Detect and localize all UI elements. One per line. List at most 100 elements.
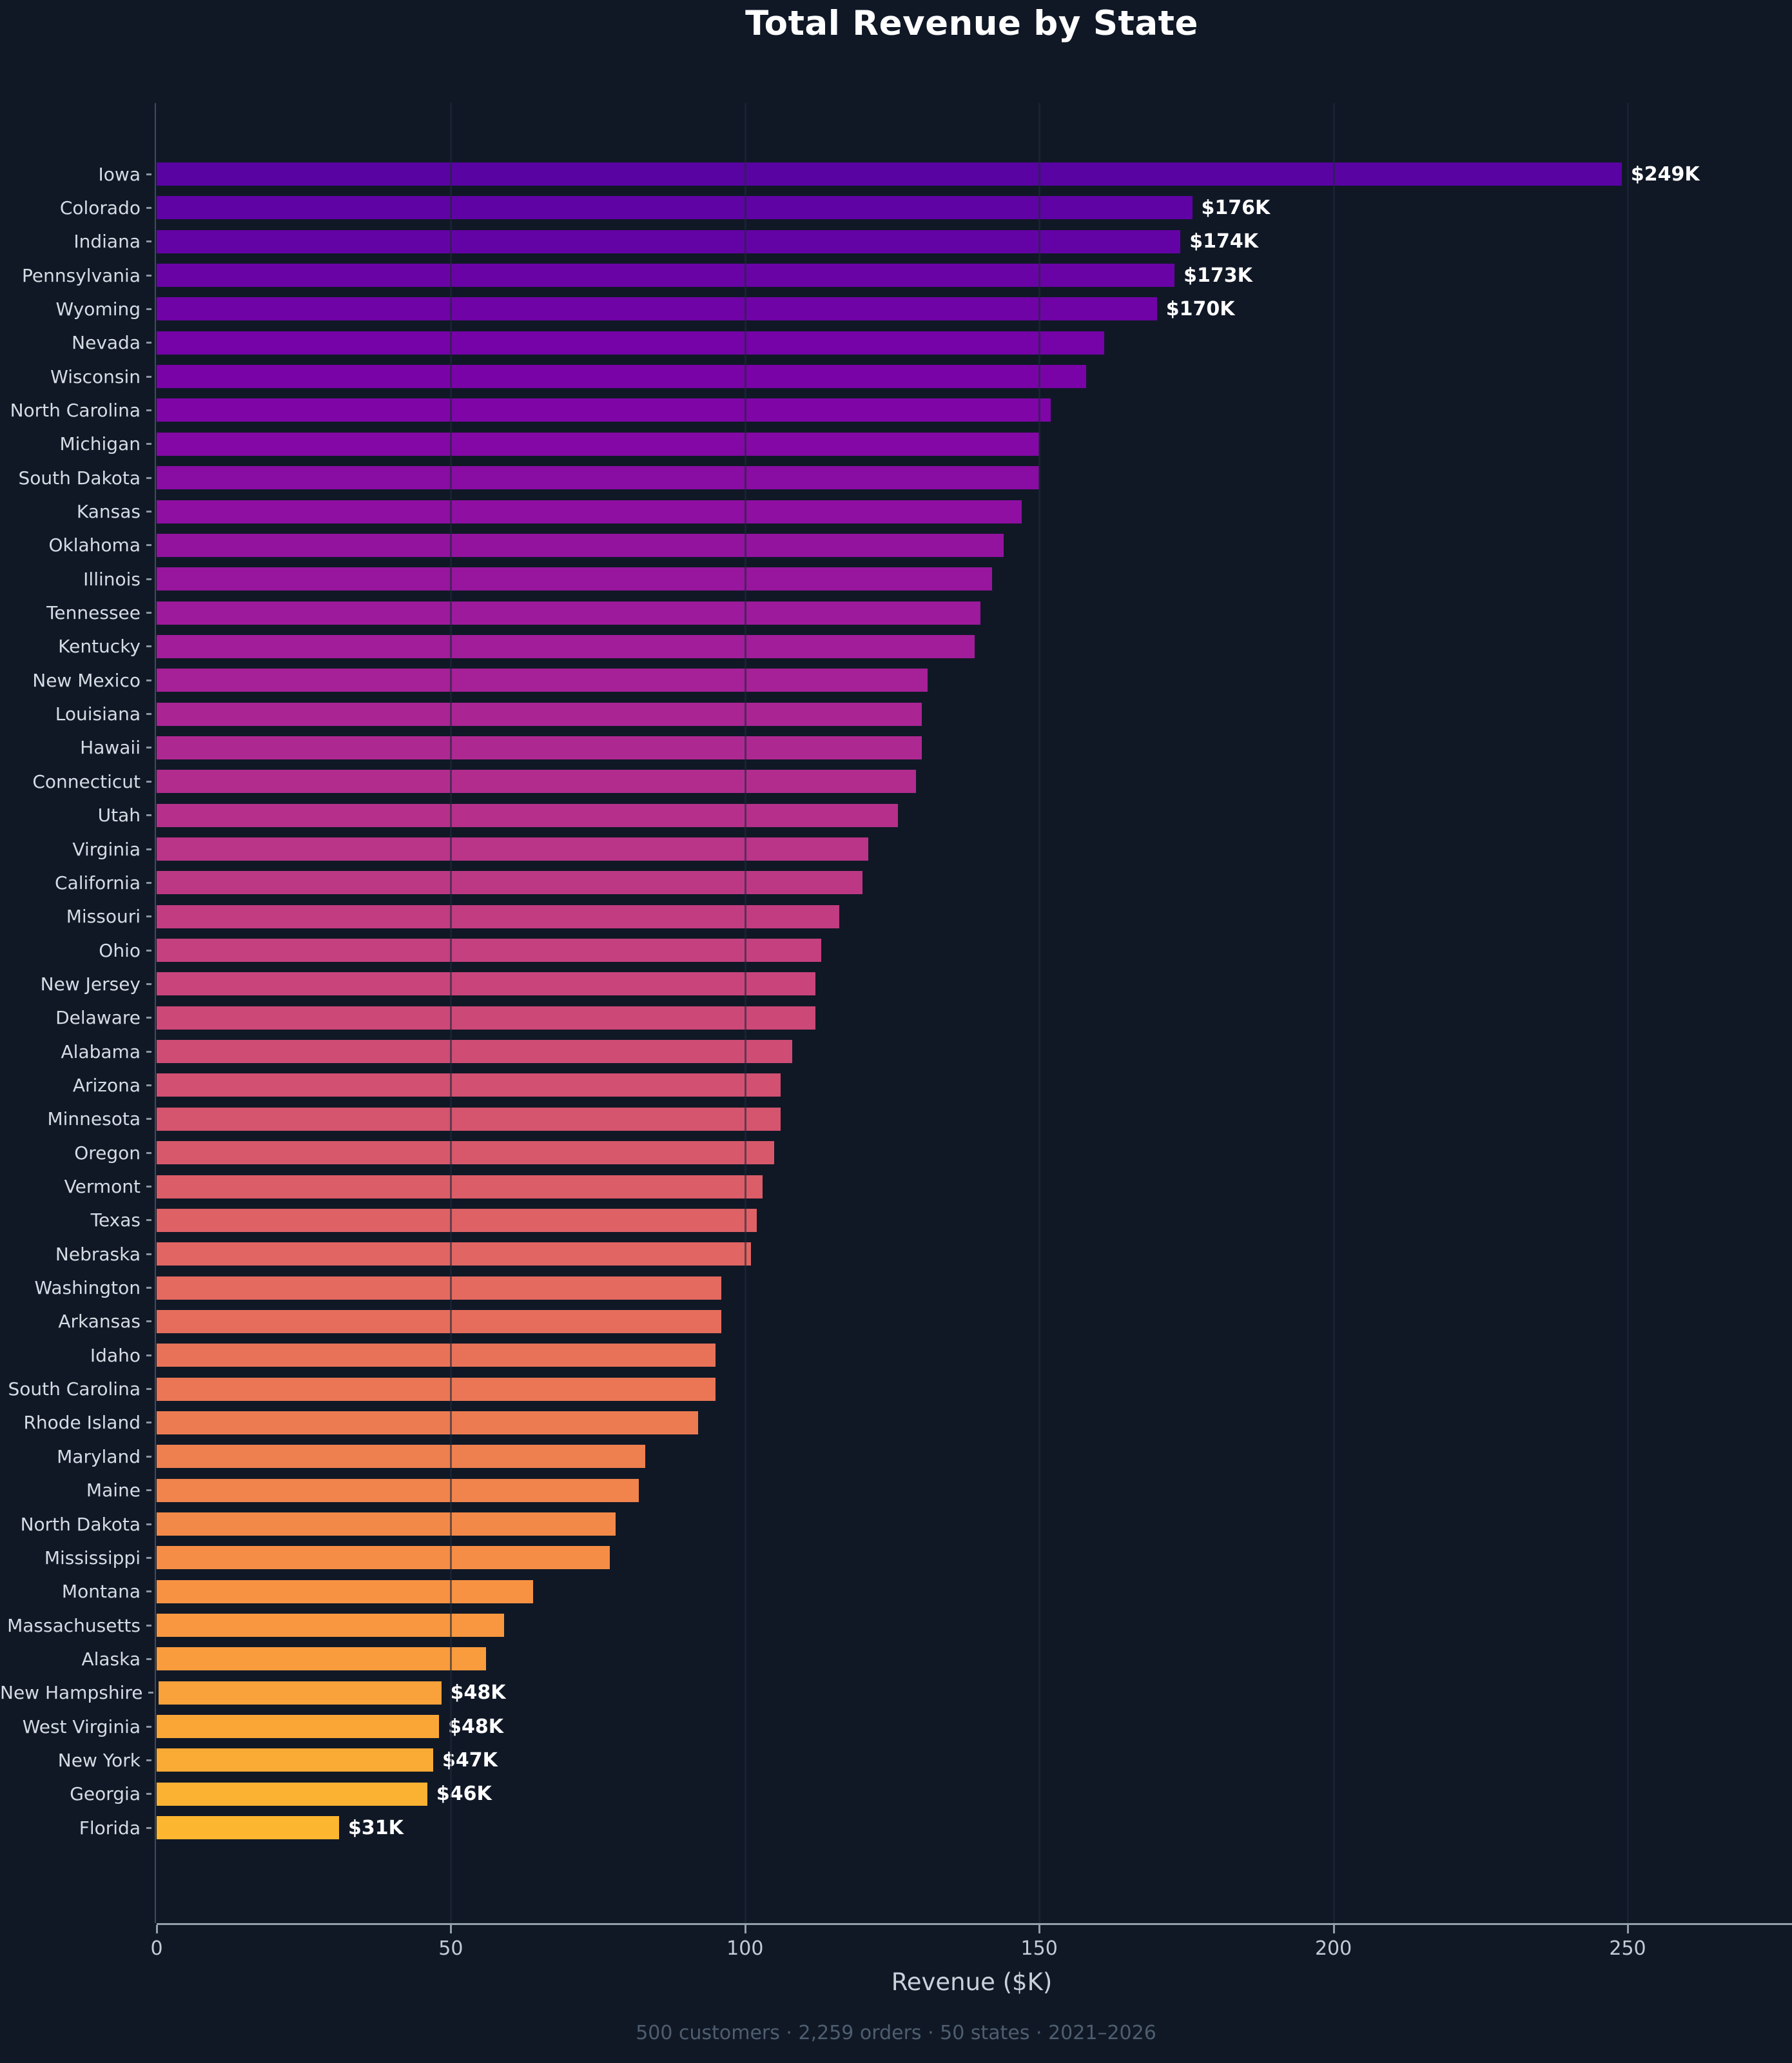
revenue-bar	[157, 803, 899, 827]
revenue-bar	[157, 939, 822, 963]
y-tick-mark	[146, 1759, 151, 1761]
revenue-bar	[157, 702, 922, 726]
revenue-bar	[157, 196, 1193, 220]
y-tick-mark	[146, 612, 151, 614]
revenue-bar	[157, 1344, 716, 1367]
y-tick-mark	[146, 443, 151, 445]
state-label: Iowa	[98, 163, 141, 185]
state-label: Kentucky	[58, 636, 141, 658]
bar-row: New York $47K	[0, 1743, 1792, 1777]
bar-row: Nevada	[0, 326, 1792, 360]
revenue-bar	[157, 1816, 339, 1840]
state-label: Hawaii	[80, 737, 141, 759]
bar-value-label: $176K	[1201, 196, 1271, 219]
y-tick-mark	[146, 274, 151, 277]
state-label: New York	[57, 1749, 141, 1771]
bar-value-label: $47K	[442, 1748, 498, 1772]
y-tick-mark	[146, 713, 151, 716]
revenue-bar	[157, 1512, 616, 1536]
state-label: Colorado	[59, 197, 141, 219]
state-label: New Jersey	[40, 973, 141, 995]
state-label: Nevada	[72, 332, 141, 354]
y-tick-mark	[146, 679, 151, 681]
y-tick-mark	[148, 1692, 154, 1694]
revenue-bar	[157, 1208, 757, 1232]
y-tick-mark	[146, 1793, 151, 1795]
bar-row: North Dakota	[0, 1507, 1792, 1541]
state-label: Massachusetts	[7, 1614, 141, 1636]
revenue-bar	[157, 601, 980, 625]
state-label: Tennessee	[46, 602, 141, 624]
state-label: Vermont	[64, 1176, 141, 1197]
state-label: Michigan	[59, 433, 141, 455]
revenue-bar	[159, 1681, 442, 1705]
revenue-bar	[157, 567, 993, 591]
y-tick-mark	[146, 1084, 151, 1086]
state-label: Florida	[79, 1817, 141, 1839]
y-tick-mark	[146, 1253, 151, 1255]
state-label: New Hampshire	[0, 1682, 143, 1704]
bar-row: Iowa $249K	[0, 157, 1792, 191]
y-tick-mark	[146, 342, 151, 344]
bar-row: Maine	[0, 1474, 1792, 1507]
y-tick-mark	[146, 1320, 151, 1323]
bar-row: Georgia $46K	[0, 1777, 1792, 1811]
revenue-bar	[157, 1445, 645, 1469]
bar-value-label: $31K	[347, 1816, 404, 1839]
revenue-bar	[157, 837, 869, 861]
y-tick-mark	[146, 1556, 151, 1559]
revenue-bar	[157, 871, 863, 895]
revenue-bar	[157, 1647, 487, 1671]
y-tick-mark	[146, 1455, 151, 1458]
bar-row: New Jersey	[0, 967, 1792, 1001]
bar-row: Maryland	[0, 1440, 1792, 1473]
bar-row: Arizona	[0, 1068, 1792, 1102]
revenue-bar	[157, 466, 1040, 490]
bar-value-label: $48K	[450, 1681, 506, 1705]
y-tick-mark	[146, 1624, 151, 1627]
state-label: Connecticut	[32, 770, 141, 792]
revenue-bar	[157, 1175, 763, 1198]
y-tick-mark	[146, 511, 151, 513]
y-tick-mark	[146, 1826, 151, 1829]
state-label: Arkansas	[58, 1311, 141, 1333]
bar-row: Wisconsin	[0, 360, 1792, 393]
state-label: Georgia	[70, 1783, 141, 1805]
revenue-bar	[157, 669, 928, 692]
state-label: Virginia	[72, 838, 141, 860]
state-label: West Virginia	[22, 1716, 141, 1737]
revenue-bar	[157, 1782, 427, 1806]
state-label: Arizona	[72, 1074, 141, 1096]
bar-row: Kansas	[0, 495, 1792, 529]
bar-row: Oklahoma	[0, 529, 1792, 562]
revenue-bar	[157, 972, 816, 996]
revenue-bar	[157, 1614, 504, 1638]
bar-row: South Dakota	[0, 461, 1792, 494]
y-tick-mark	[146, 1017, 151, 1019]
revenue-bar	[157, 297, 1157, 321]
revenue-bar	[157, 1715, 440, 1739]
y-tick-mark	[146, 915, 151, 918]
state-label: South Carolina	[8, 1378, 141, 1400]
y-tick-mark	[146, 1219, 151, 1222]
bar-row: New Mexico	[0, 663, 1792, 697]
bar-row: Mississippi	[0, 1541, 1792, 1574]
bar-value-label: $249K	[1630, 162, 1700, 186]
state-label: South Dakota	[18, 467, 141, 489]
bar-row: Tennessee	[0, 596, 1792, 630]
bar-row: Hawaii	[0, 731, 1792, 765]
y-tick-mark	[146, 881, 151, 884]
y-tick-mark	[146, 983, 151, 985]
bar-row: Alaska	[0, 1642, 1792, 1676]
revenue-bar	[157, 1073, 781, 1097]
state-label: Pennsylvania	[22, 264, 141, 286]
state-label: Texas	[90, 1209, 141, 1231]
bar-row: Michigan	[0, 427, 1792, 461]
state-label: Delaware	[55, 1007, 141, 1029]
y-tick-mark	[146, 1118, 151, 1120]
y-tick-mark	[146, 645, 151, 648]
revenue-bar	[157, 1478, 639, 1502]
y-tick-mark	[146, 206, 151, 209]
state-label: Illinois	[83, 568, 141, 590]
